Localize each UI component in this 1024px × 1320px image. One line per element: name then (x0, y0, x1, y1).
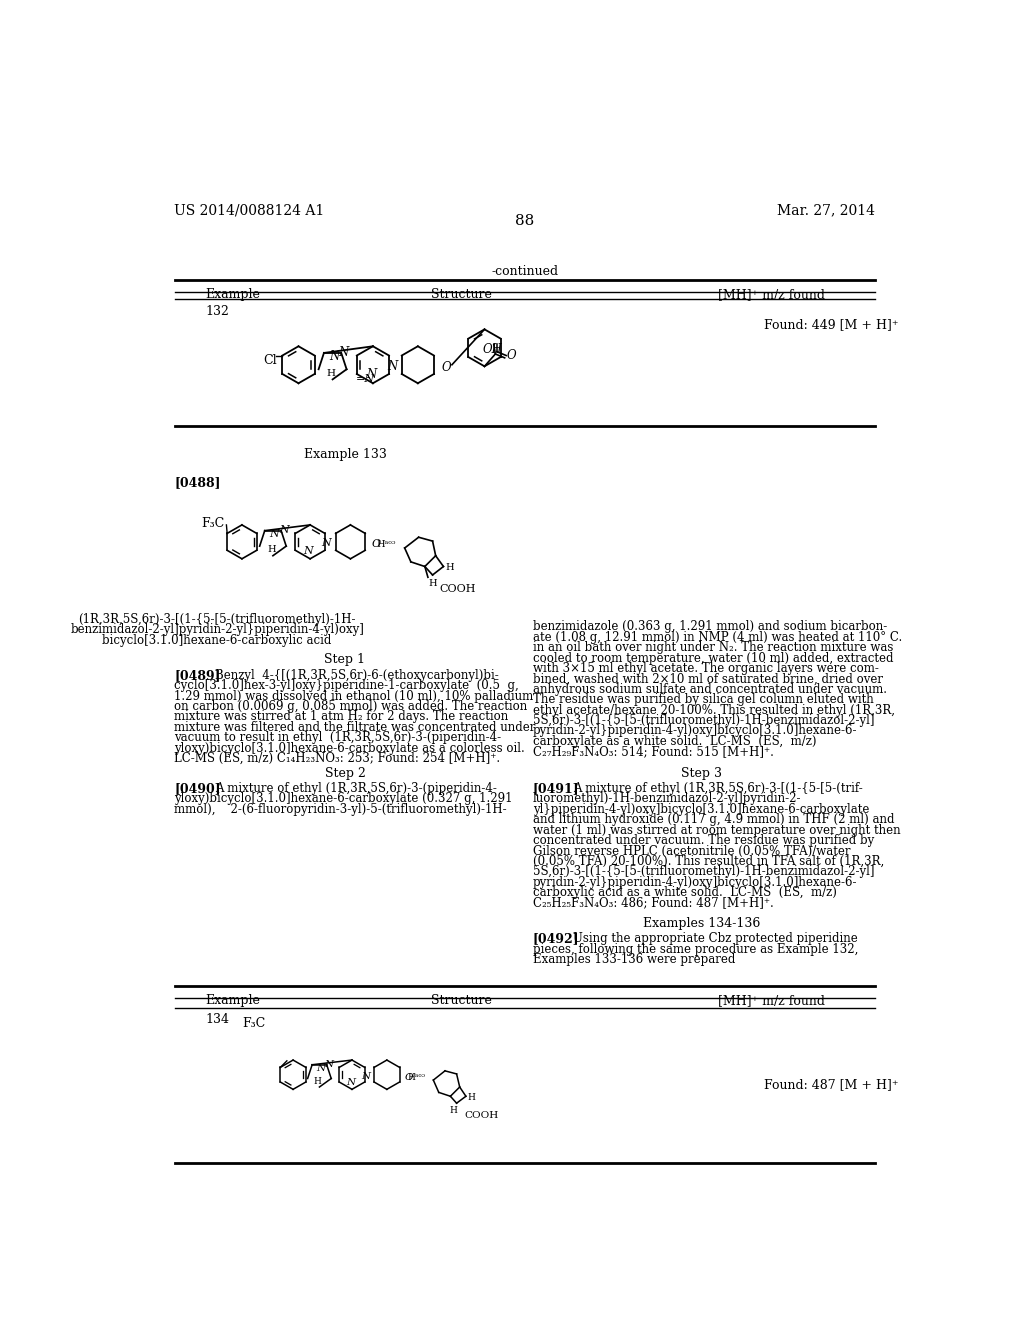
Text: Hᵃᵒᵓ: Hᵃᵒᵓ (376, 540, 395, 549)
Text: pyridin-2-yl}piperidin-4-yl)oxy]bicyclo[3.1.0]hexane-6-: pyridin-2-yl}piperidin-4-yl)oxy]bicyclo[… (532, 725, 857, 738)
Text: ethyl acetate/hexane 20-100%. This resulted in ethyl (1R,3R,: ethyl acetate/hexane 20-100%. This resul… (532, 704, 895, 717)
Text: O: O (372, 539, 381, 549)
Text: Found: 487 [M + H]⁺: Found: 487 [M + H]⁺ (764, 1078, 898, 1092)
Text: N: N (304, 546, 313, 556)
Text: C₂₇H₂₉F₃N₄O₃: 514; Found: 515 [M+H]⁺.: C₂₇H₂₉F₃N₄O₃: 514; Found: 515 [M+H]⁺. (532, 744, 773, 758)
Text: Example 133: Example 133 (303, 447, 386, 461)
Text: and lithium hydroxide (0.117 g, 4.9 mmol) in THF (2 ml) and: and lithium hydroxide (0.117 g, 4.9 mmol… (532, 813, 894, 826)
Text: H: H (450, 1106, 458, 1115)
Text: The residue was purified by silica gel column eluted with: The residue was purified by silica gel c… (532, 693, 873, 706)
Text: H: H (314, 1077, 322, 1085)
Text: 5S,6r)-3-[(1-{5-[5-(trifluoromethyl)-1H-benzimidazol-2-yl]: 5S,6r)-3-[(1-{5-[5-(trifluoromethyl)-1H-… (532, 714, 874, 727)
Text: vacuum to result in ethyl  (1R,3R,5S,6r)-3-(piperidin-4-: vacuum to result in ethyl (1R,3R,5S,6r)-… (174, 731, 502, 744)
Text: OH: OH (482, 343, 502, 356)
Text: mixture was filtered and the filtrate was concentrated under: mixture was filtered and the filtrate wa… (174, 721, 536, 734)
Text: Example: Example (206, 994, 260, 1007)
Text: N: N (316, 1064, 326, 1073)
Text: yl}piperidin-4-yl)oxy]bicyclo[3.1.0]hexane-6-carboxylate: yl}piperidin-4-yl)oxy]bicyclo[3.1.0]hexa… (532, 803, 869, 816)
Text: H: H (327, 370, 336, 378)
Text: with 3×15 ml ethyl acetate. The organic layers were com-: with 3×15 ml ethyl acetate. The organic … (532, 663, 879, 675)
Text: Step 2: Step 2 (325, 767, 366, 780)
Text: N: N (325, 1060, 333, 1069)
Text: anhydrous sodium sulfate and concentrated under vacuum.: anhydrous sodium sulfate and concentrate… (532, 682, 887, 696)
Text: A mixture of ethyl (1R,3R,5S,6r)-3-(piperidin-4-: A mixture of ethyl (1R,3R,5S,6r)-3-(pipe… (215, 781, 497, 795)
Text: (1R,3R,5S,6r)-3-[(1-{5-[5-(trifluoromethyl)-1H-: (1R,3R,5S,6r)-3-[(1-{5-[5-(trifluorometh… (79, 612, 356, 626)
Text: [MH]⁺ m/z found: [MH]⁺ m/z found (719, 994, 825, 1007)
Text: O: O (506, 348, 516, 362)
Text: =N: =N (356, 374, 375, 384)
Text: Examples 133-136 were prepared: Examples 133-136 were prepared (532, 953, 735, 966)
Text: 132: 132 (206, 305, 229, 318)
Text: Using the appropriate Cbz protected piperidine: Using the appropriate Cbz protected pipe… (572, 932, 858, 945)
Text: 5S,6r)-3-[(1-{5-[5-(trifluoromethyl)-1H-benzimidazol-2-yl]: 5S,6r)-3-[(1-{5-[5-(trifluoromethyl)-1H-… (532, 866, 874, 878)
Text: F₃C: F₃C (243, 1016, 266, 1030)
Text: benzimidazole (0.363 g, 1.291 mmol) and sodium bicarbon-: benzimidazole (0.363 g, 1.291 mmol) and … (532, 620, 887, 634)
Text: Examples 134-136: Examples 134-136 (643, 917, 760, 929)
Text: 134: 134 (206, 1014, 229, 1026)
Text: H: H (445, 562, 455, 572)
Text: 88: 88 (515, 214, 535, 228)
Text: [MH]⁺ m/z found: [MH]⁺ m/z found (719, 288, 825, 301)
Text: O: O (441, 360, 451, 374)
Text: [0489]: [0489] (174, 669, 221, 682)
Text: Structure: Structure (431, 288, 492, 301)
Text: pieces, following the same procedure as Example 132,: pieces, following the same procedure as … (532, 942, 858, 956)
Text: N: N (361, 1072, 371, 1081)
Text: COOH: COOH (464, 1111, 499, 1119)
Text: mmol),    2-(6-fluoropyridin-3-yl)-5-(trifluoromethyl)-1H-: mmol), 2-(6-fluoropyridin-3-yl)-5-(trifl… (174, 803, 507, 816)
Text: water (1 ml) was stirred at room temperature over night then: water (1 ml) was stirred at room tempera… (532, 824, 900, 837)
Text: [0492]: [0492] (532, 932, 580, 945)
Text: yloxy)bicyclo[3.1.0]hexane-6-carboxylate (0.327 g, 1.291: yloxy)bicyclo[3.1.0]hexane-6-carboxylate… (174, 792, 513, 805)
Text: 1.29 mmol) was dissolved in ethanol (10 ml), 10% palladium: 1.29 mmol) was dissolved in ethanol (10 … (174, 689, 534, 702)
Text: Step 3: Step 3 (681, 767, 722, 780)
Text: Found: 449 [M + H]⁺: Found: 449 [M + H]⁺ (764, 318, 898, 331)
Text: pyridin-2-yl}piperidin-4-yl)oxy]bicyclo[3.1.0]hexane-6-: pyridin-2-yl}piperidin-4-yl)oxy]bicyclo[… (532, 875, 857, 888)
Text: bined, washed with 2×10 ml of saturated brine, dried over: bined, washed with 2×10 ml of saturated … (532, 672, 883, 685)
Text: carboxylate as a white solid.  LC-MS  (ES,  m/z): carboxylate as a white solid. LC-MS (ES,… (532, 735, 816, 747)
Text: on carbon (0.0069 g, 0.085 mmol) was added. The reaction: on carbon (0.0069 g, 0.085 mmol) was add… (174, 700, 527, 713)
Text: Cl: Cl (263, 354, 276, 367)
Text: A mixture of ethyl (1R,3R,5S,6r)-3-[(1-{5-[5-(trif-: A mixture of ethyl (1R,3R,5S,6r)-3-[(1-{… (572, 781, 862, 795)
Text: carboxylic acid as a white solid.  LC-MS  (ES,  m/z): carboxylic acid as a white solid. LC-MS … (532, 886, 837, 899)
Text: Example: Example (206, 288, 260, 301)
Text: Structure: Structure (431, 994, 492, 1007)
Text: Step 1: Step 1 (325, 653, 366, 665)
Text: N: N (338, 346, 348, 359)
Text: luoromethyl)-1H-benzimidazol-2-yl]pyridin-2-: luoromethyl)-1H-benzimidazol-2-yl]pyridi… (532, 792, 801, 805)
Text: Benzyl  4-{[(1R,3R,5S,6r)-6-(ethoxycarbonyl)bi-: Benzyl 4-{[(1R,3R,5S,6r)-6-(ethoxycarbon… (215, 669, 499, 682)
Text: N: N (279, 525, 289, 535)
Text: bicyclo[3.1.0]hexane-6-carboxylic acid: bicyclo[3.1.0]hexane-6-carboxylic acid (102, 635, 332, 647)
Text: [0490]: [0490] (174, 781, 221, 795)
Text: H: H (429, 578, 437, 587)
Text: [0491]: [0491] (532, 781, 580, 795)
Text: (0.05% TFA) 20-100%). This resulted in TFA salt of (1R,3R,: (0.05% TFA) 20-100%). This resulted in T… (532, 855, 884, 867)
Text: Mar. 27, 2014: Mar. 27, 2014 (777, 203, 876, 216)
Text: -continued: -continued (492, 264, 558, 277)
Text: F₃C: F₃C (202, 517, 225, 531)
Text: concentrated under vacuum. The residue was purified by: concentrated under vacuum. The residue w… (532, 834, 873, 847)
Text: LC-MS (ES, m/z) C₁₄H₂₃NO₃: 253; Found: 254 [M+H]⁺.: LC-MS (ES, m/z) C₁₄H₂₃NO₃: 253; Found: 2… (174, 752, 501, 766)
Text: US 2014/0088124 A1: US 2014/0088124 A1 (174, 203, 325, 216)
Text: cyclo[3.1.0]hex-3-yl]oxy}piperidine-1-carboxylate  (0.5  g,: cyclo[3.1.0]hex-3-yl]oxy}piperidine-1-ca… (174, 680, 519, 692)
Text: cooled to room temperature, water (10 ml) added, extracted: cooled to room temperature, water (10 ml… (532, 652, 893, 664)
Text: N: N (387, 360, 397, 372)
Text: mixture was stirred at 1 atm H₂ for 2 days. The reaction: mixture was stirred at 1 atm H₂ for 2 da… (174, 710, 509, 723)
Text: COOH: COOH (439, 585, 476, 594)
Text: N: N (269, 529, 280, 540)
Text: in an oil bath over night under N₂. The reaction mixture was: in an oil bath over night under N₂. The … (532, 642, 893, 655)
Text: N: N (329, 350, 339, 363)
Text: N: N (367, 368, 377, 381)
Text: O: O (404, 1073, 413, 1081)
Text: N: N (322, 539, 332, 548)
Text: H: H (467, 1093, 475, 1102)
Text: C₂₅H₂₅F₃N₄O₃: 486; Found: 487 [M+H]⁺.: C₂₅H₂₅F₃N₄O₃: 486; Found: 487 [M+H]⁺. (532, 896, 773, 909)
Text: Gilson reverse HPLC (acetonitrile (0.05% TFA)/water: Gilson reverse HPLC (acetonitrile (0.05%… (532, 845, 850, 858)
Text: Hᵃᵒᵓ: Hᵃᵒᵓ (408, 1073, 426, 1081)
Text: ate (1.08 g, 12.91 mmol) in NMP (4 ml) was heated at 110° C.: ate (1.08 g, 12.91 mmol) in NMP (4 ml) w… (532, 631, 902, 644)
Text: yloxy)bicyclo[3.1.0]hexane-6-carboxylate as a colorless oil.: yloxy)bicyclo[3.1.0]hexane-6-carboxylate… (174, 742, 525, 755)
Text: N: N (346, 1078, 355, 1086)
Text: benzimidazol-2-yl]pyridin-2-yl}piperidin-4-yl)oxy]: benzimidazol-2-yl]pyridin-2-yl}piperidin… (71, 623, 365, 636)
Text: H: H (267, 545, 275, 554)
Text: [0488]: [0488] (174, 477, 221, 490)
